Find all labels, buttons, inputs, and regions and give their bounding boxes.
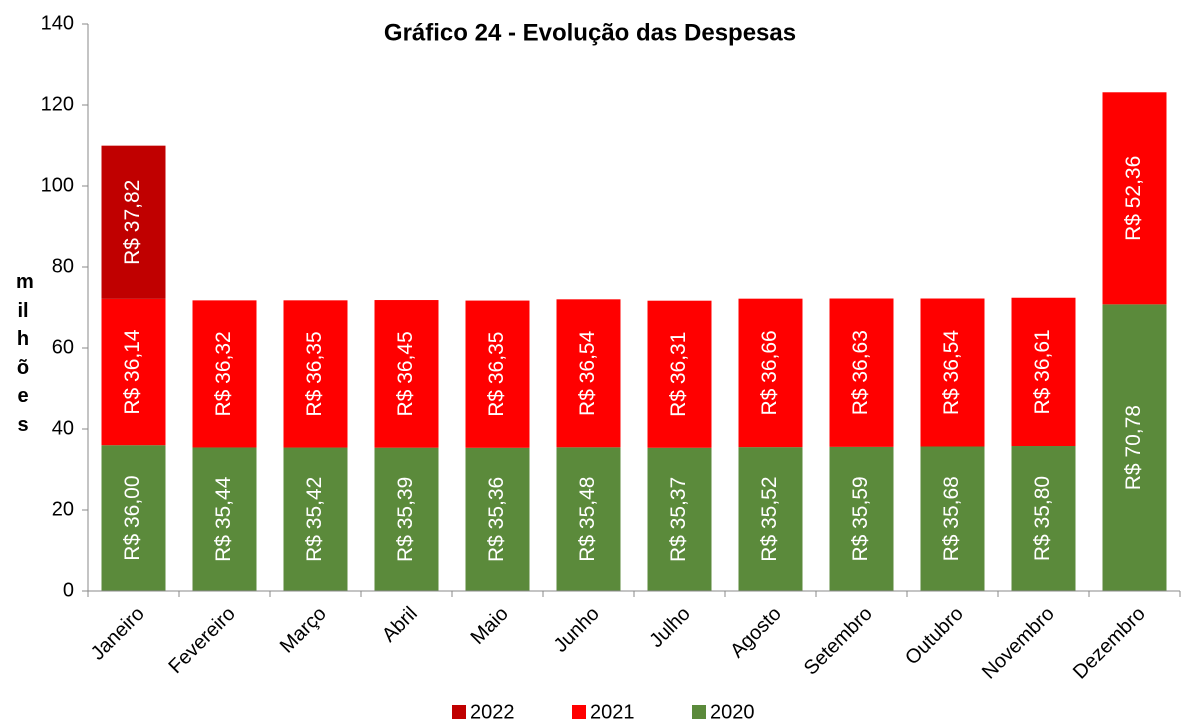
legend-item: 2020 — [692, 701, 755, 723]
data-label: R$ 36,35 — [485, 332, 508, 417]
y-tick-label: 140 — [41, 12, 74, 34]
data-label: R$ 36,31 — [667, 332, 690, 417]
x-tick-label: Agosto — [726, 603, 786, 663]
bar-segment — [101, 298, 166, 446]
data-label: R$ 36,61 — [1031, 329, 1054, 414]
bar-segment — [101, 145, 166, 299]
x-tick-label: Junho — [550, 603, 604, 657]
y-tick-label: 0 — [63, 579, 74, 601]
x-tick-label: Março — [276, 603, 331, 658]
data-label: R$ 35,39 — [394, 477, 417, 562]
x-tick-label: Fevereiro — [164, 603, 239, 678]
bar-segment — [829, 446, 894, 591]
data-label: R$ 36,14 — [121, 329, 144, 415]
bar-segment — [465, 300, 530, 448]
bar-segment — [283, 447, 348, 591]
bar-segment — [738, 447, 803, 591]
data-label: R$ 36,00 — [121, 475, 144, 560]
bar-segment — [920, 298, 985, 447]
x-tick-label: Outubro — [901, 603, 968, 670]
data-label: R$ 36,32 — [212, 331, 235, 416]
x-tick-label: Novembro — [978, 603, 1059, 684]
bar-segment — [556, 447, 621, 591]
bar-segment — [829, 298, 894, 447]
data-label: R$ 35,42 — [303, 477, 326, 562]
y-tick-label: 40 — [52, 417, 74, 439]
data-label: R$ 35,52 — [758, 476, 781, 561]
data-label: R$ 36,63 — [849, 330, 872, 415]
data-label: R$ 37,82 — [121, 180, 144, 265]
data-label: R$ 35,48 — [576, 477, 599, 562]
legend-label: 2020 — [710, 701, 755, 723]
bar-segment — [192, 447, 257, 591]
y-tick-label: 20 — [52, 498, 74, 520]
bar-segment — [465, 447, 530, 591]
bar-segment — [374, 447, 439, 591]
y-tick-label: 120 — [41, 93, 74, 115]
data-label: R$ 36,54 — [576, 330, 599, 416]
data-label: R$ 36,54 — [940, 330, 963, 416]
bar-segment — [1011, 297, 1076, 447]
x-tick-label: Maio — [467, 603, 513, 649]
data-label: R$ 36,45 — [394, 331, 417, 416]
data-label: R$ 35,59 — [849, 476, 872, 561]
bar-segment — [738, 298, 803, 448]
y-tick-label: 60 — [52, 336, 74, 358]
x-tick-label: Julho — [645, 603, 694, 652]
data-label: R$ 70,78 — [1122, 405, 1145, 490]
bar-segment — [1102, 92, 1167, 305]
bar-segment — [920, 446, 985, 591]
data-label: R$ 35,80 — [1031, 476, 1054, 561]
data-label: R$ 36,66 — [758, 330, 781, 415]
legend-swatch — [452, 705, 466, 719]
data-label: R$ 52,36 — [1122, 156, 1145, 241]
data-label: R$ 36,35 — [303, 331, 326, 416]
y-tick-label: 80 — [52, 255, 74, 277]
data-label: R$ 35,68 — [940, 476, 963, 561]
data-label: R$ 35,44 — [212, 476, 235, 562]
x-tick-label: Setembro — [800, 603, 877, 680]
bar-segment — [374, 300, 439, 448]
x-tick-label: Janeiro — [87, 603, 149, 665]
bar-segment — [647, 300, 712, 448]
legend-item: 2021 — [572, 701, 635, 723]
y-axis-label: milhões — [16, 271, 34, 436]
data-label: R$ 35,36 — [485, 477, 508, 562]
bar-segment — [647, 447, 712, 591]
x-tick-label: Abril — [378, 603, 422, 647]
bar-segment — [192, 300, 257, 448]
bar-segment — [101, 445, 166, 591]
legend-label: 2022 — [470, 701, 515, 723]
data-label: R$ 35,37 — [667, 477, 690, 562]
y-tick-label: 100 — [41, 174, 74, 196]
legend-swatch — [572, 705, 586, 719]
bar-segment — [1011, 446, 1076, 591]
legend-swatch — [692, 705, 706, 719]
chart-title: Gráfico 24 - Evolução das Despesas — [384, 19, 796, 46]
legend-item: 2022 — [452, 701, 515, 723]
x-tick-label: Dezembro — [1069, 603, 1150, 684]
bar-segment — [556, 299, 621, 448]
bar-segment — [1102, 304, 1167, 591]
legend-label: 2021 — [590, 701, 635, 723]
bar-segment — [283, 300, 348, 448]
